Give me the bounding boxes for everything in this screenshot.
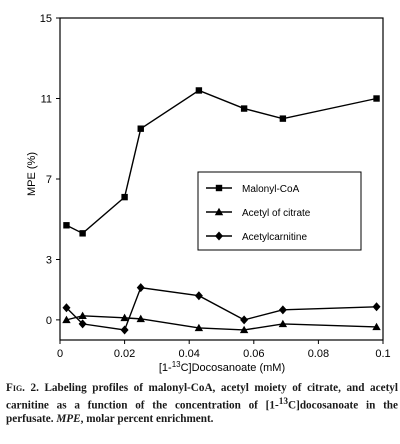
caption-text-2: C]docosanoate in the perfusate. (6, 399, 398, 425)
legend-marker (214, 207, 224, 216)
legend-entry: Acetyl of citrate (242, 208, 311, 219)
data-point (120, 313, 129, 322)
data-point (63, 222, 70, 229)
x-axis-label: [1-13C]Docosanoate (mM) (159, 360, 285, 374)
caption-superscript: 13 (278, 396, 289, 407)
data-point (278, 319, 288, 328)
y-tick-label: 3 (46, 255, 52, 267)
data-point (136, 283, 145, 293)
x-tick-label: 0.08 (308, 348, 329, 360)
caption-text-3: , molar percent enrichment. (80, 412, 214, 425)
series-line (65, 286, 377, 331)
data-point (278, 305, 287, 315)
legend-entry: Acetylcarnitine (242, 232, 307, 243)
series-line (66, 315, 377, 331)
data-point (78, 319, 87, 329)
legend-marker (215, 231, 223, 241)
y-axis: 0 3 7 11 15 (40, 13, 60, 327)
legend: Malonyl-CoA Acetyl of citrate Acetylcarnit… (197, 171, 362, 251)
x-tick-label: 0.02 (114, 348, 135, 360)
data-point (79, 230, 86, 237)
x-tick-label: 0.04 (178, 348, 199, 360)
data-point (62, 303, 71, 313)
series-triangle (62, 311, 381, 334)
y-tick-label: 7 (46, 174, 52, 186)
data-point (78, 311, 87, 320)
data-point (240, 315, 249, 325)
caption-text: Labeling profiles of malonyl-CoA, acetyl… (6, 382, 398, 412)
caption-mpe: MPE (56, 412, 81, 425)
data-point (239, 325, 249, 334)
data-point (373, 95, 380, 102)
y-axis-label: MPE (%) (26, 152, 38, 196)
x-tick-label: 0.06 (243, 348, 264, 360)
legend-box (197, 171, 362, 251)
series-layer (62, 87, 381, 335)
legend-entry: Malonyl-CoA (242, 184, 300, 195)
series-square (63, 87, 380, 237)
data-point (137, 125, 144, 132)
data-point (120, 325, 129, 335)
y-tick-label: 11 (41, 94, 52, 106)
legend-marker (215, 184, 223, 192)
data-point (372, 322, 381, 331)
y-tick-label: 15 (40, 13, 52, 25)
figure-caption: Fig. 2. Labeling profiles of malonyl-CoA… (6, 382, 398, 426)
data-point (372, 302, 381, 312)
x-axis: 0 0.02 0.04 0.06 0.08 0.1 (57, 340, 391, 360)
x-tick-label: 0.1 (375, 348, 390, 360)
data-point (62, 315, 71, 324)
series-line (66, 89, 377, 235)
data-point (279, 115, 287, 122)
series-diamond (62, 283, 381, 335)
data-point (194, 323, 204, 332)
caption-fig-label: Fig. 2. (6, 382, 39, 394)
chart: 0 0.02 0.04 0.06 0.08 0.1 0 3 7 11 15 MPE (%) [1-… (26, 13, 391, 374)
data-point (136, 314, 145, 323)
data-point (195, 87, 203, 94)
x-tick-label: 0 (57, 348, 63, 360)
data-point (121, 193, 128, 201)
data-point (240, 105, 248, 112)
data-point (194, 291, 203, 301)
y-tick-label: 0 (46, 315, 52, 327)
